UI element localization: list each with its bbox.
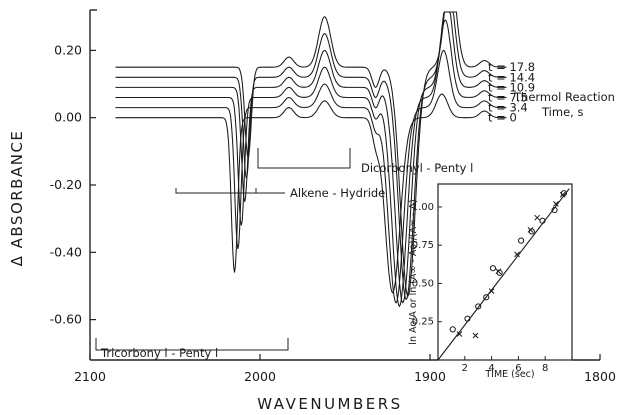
y-tick-label: 0.00	[54, 110, 82, 125]
x-tick-label: 2100	[74, 369, 106, 384]
y-ticks: 0.20 0.00 -0.20 -0.40 -0.60	[50, 42, 96, 326]
annotation-alkene-hydride: Alkene - Hydride	[290, 186, 385, 200]
inset-y-label: ln Ao/A or ln (A∞ - Ao)/(A∞ - A)	[408, 199, 419, 344]
annotation-dicarbonyl: Dicorbonyl - Penty l	[361, 161, 473, 175]
inset-x-tick-label: 2	[462, 363, 468, 374]
y-tick-label: -0.20	[50, 177, 82, 192]
x-tick-label: 2000	[244, 369, 276, 384]
inset-circle-point	[518, 238, 523, 243]
legend-title-line-2: Time, s	[541, 105, 583, 119]
y-tick-label: -0.60	[50, 312, 82, 327]
inset-x-tick-label: 8	[542, 363, 548, 374]
y-axis-label: Δ ABSORBANCE	[8, 130, 26, 267]
legend-title-line-1: Thermol Reaction	[513, 90, 615, 104]
inset-x-label: TIME (sec)	[484, 369, 534, 380]
x-tick-label: 1900	[414, 369, 446, 384]
inset-circle-point	[450, 327, 455, 332]
y-tick-label: 0.20	[54, 42, 82, 57]
x-tick-label: 1800	[584, 369, 616, 384]
y-tick-label: -0.40	[50, 244, 82, 259]
x-axis-label: WAVENUMBERS	[257, 395, 402, 413]
series-label: t = 17.8	[488, 60, 535, 74]
inset-circle-point	[490, 266, 495, 271]
annotation-tricarbonyl: Tricorbony l - Penty l	[100, 346, 218, 360]
inset-plot: 2 4 6 80.250.500.751.00 TIME (sec) ln Ao/A …	[408, 184, 572, 380]
dicarbonyl-bracket	[258, 148, 350, 168]
